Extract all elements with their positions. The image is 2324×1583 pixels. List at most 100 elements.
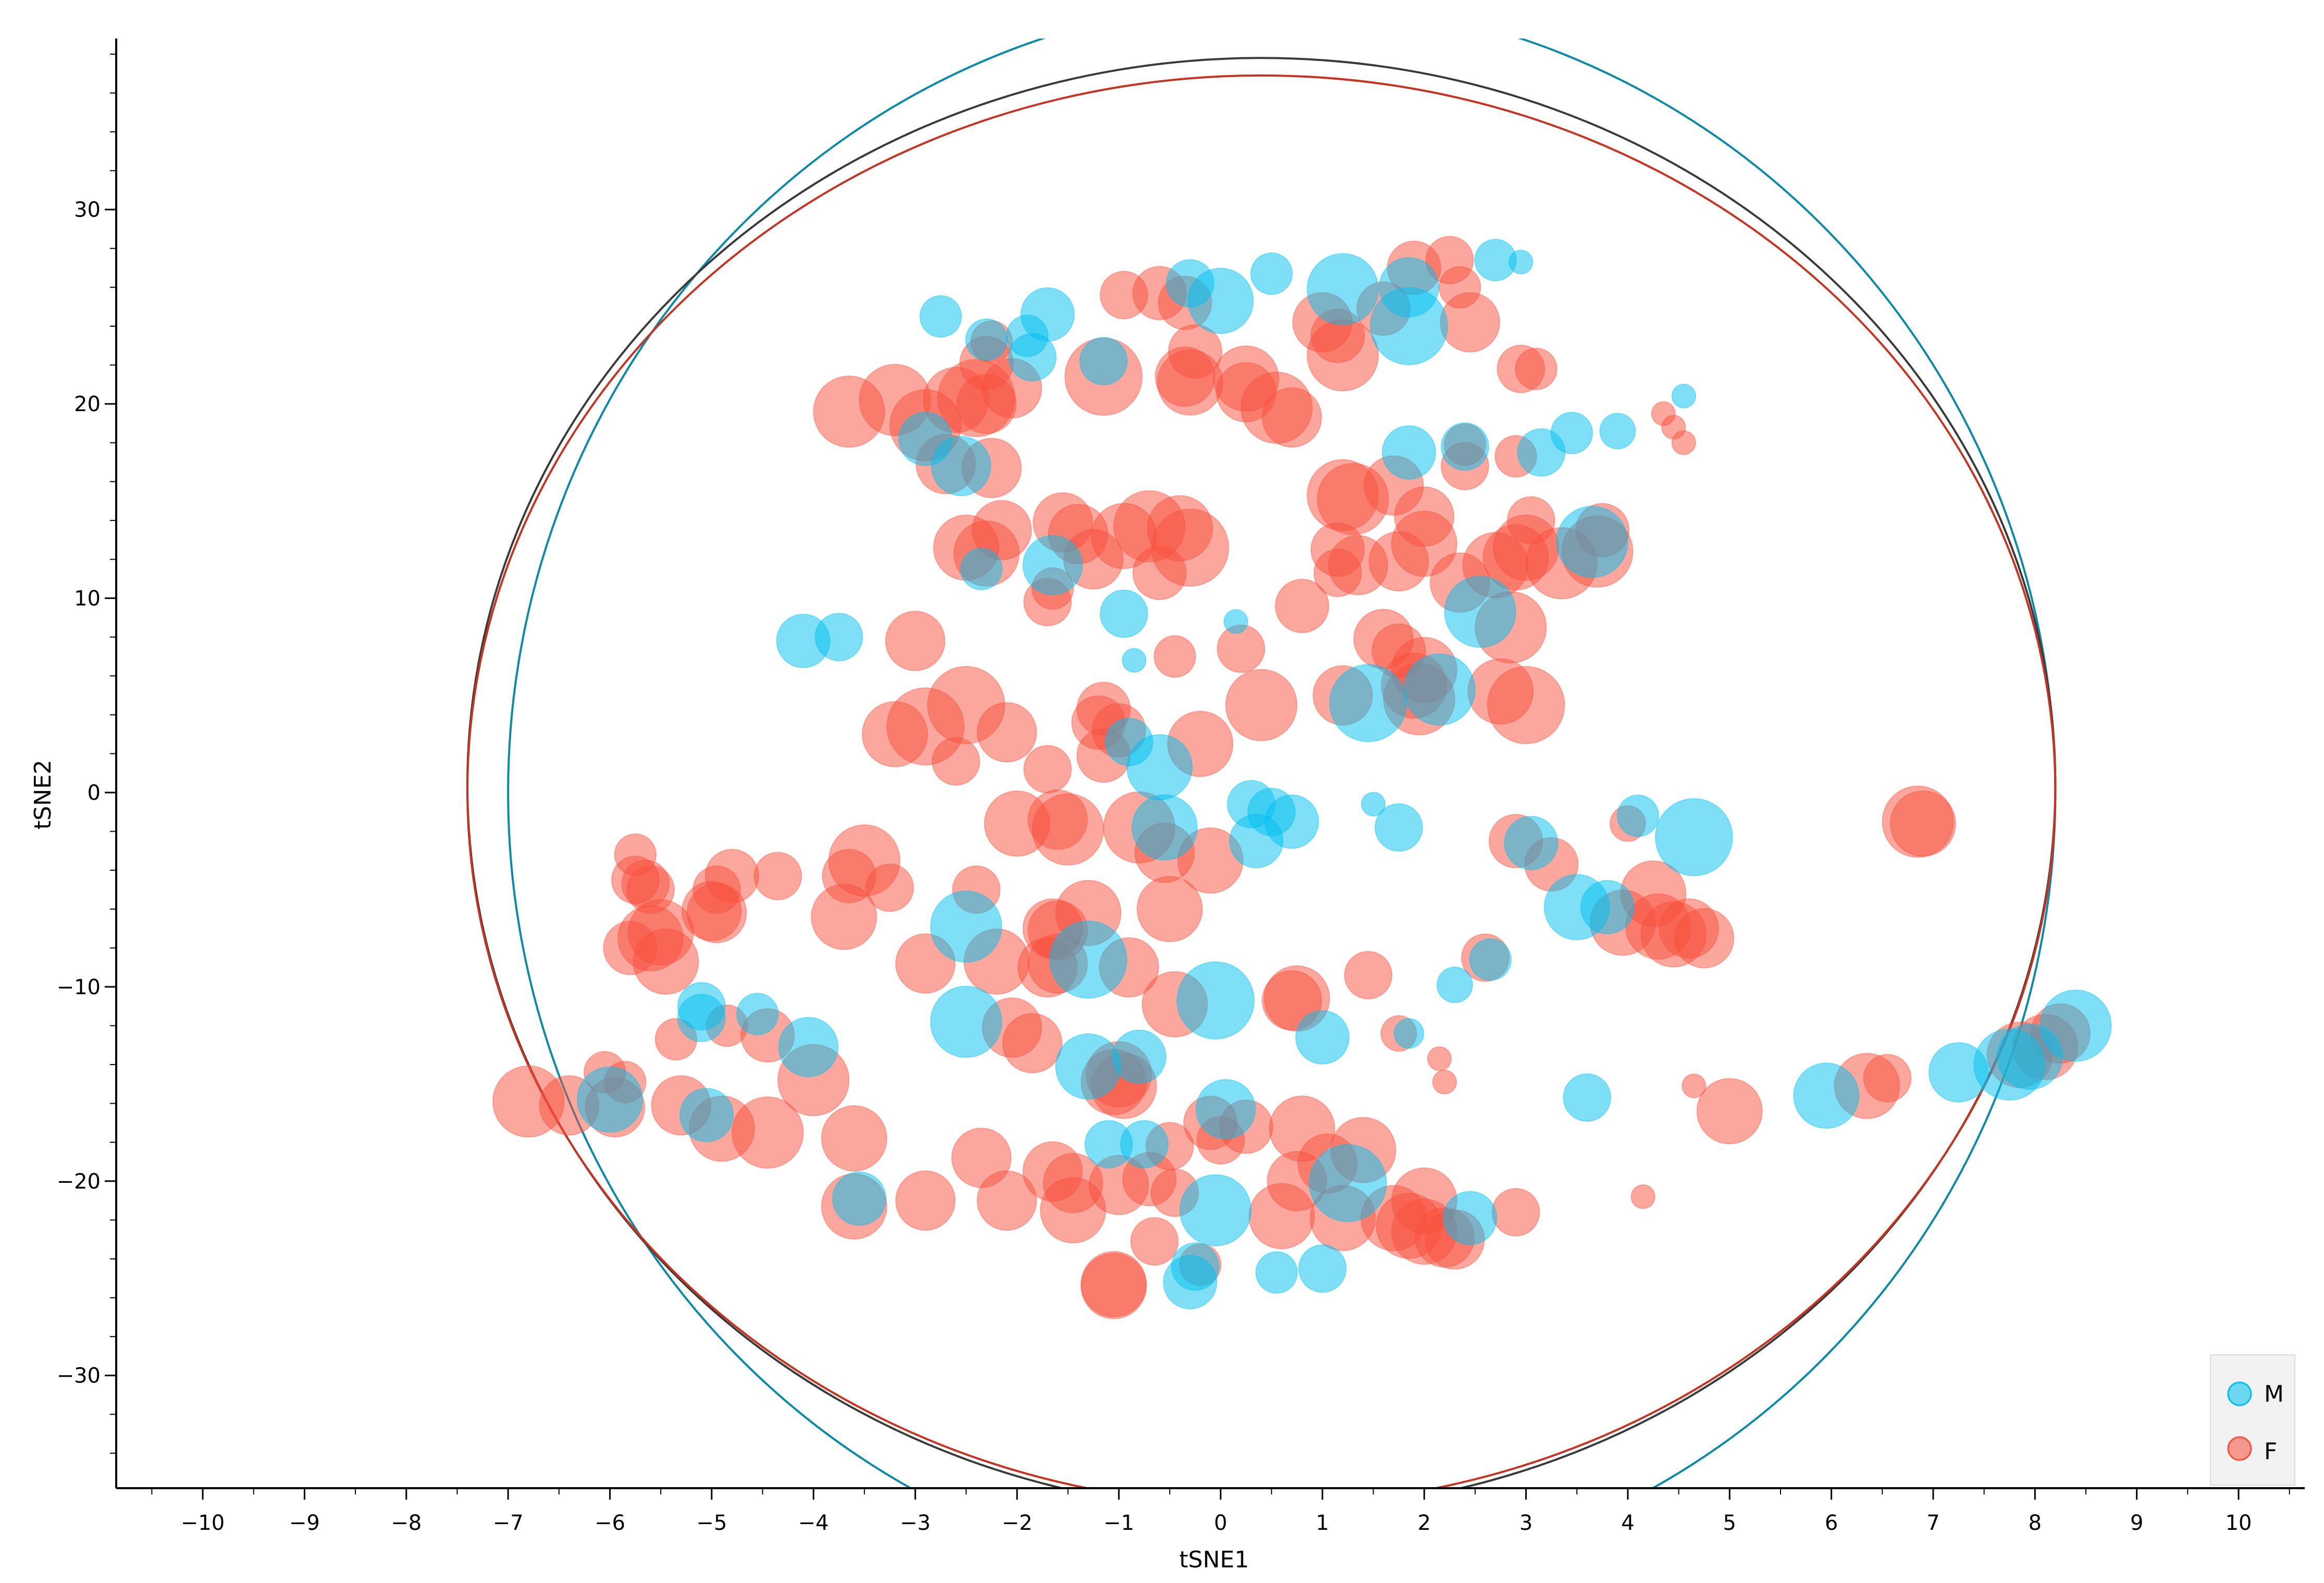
point-f bbox=[753, 851, 802, 900]
x-tick-label: 4 bbox=[1621, 1511, 1634, 1535]
y-tick-label: −30 bbox=[57, 1364, 101, 1388]
point-f bbox=[976, 1170, 1037, 1231]
point-m bbox=[1187, 267, 1254, 335]
point-f bbox=[633, 928, 699, 995]
point-f bbox=[932, 737, 981, 786]
point-m bbox=[1440, 422, 1489, 471]
point-m bbox=[814, 613, 863, 662]
point-m bbox=[1055, 1033, 1122, 1100]
point-f bbox=[976, 702, 1037, 763]
point-m bbox=[1361, 792, 1386, 817]
point-m bbox=[1403, 653, 1476, 726]
legend-marker-m bbox=[2227, 1381, 2252, 1406]
point-m bbox=[1250, 252, 1293, 295]
legend-marker-f bbox=[2227, 1436, 2252, 1461]
point-f bbox=[1427, 1046, 1452, 1071]
point-m bbox=[1298, 1244, 1347, 1293]
y-ticks: −30 −20 −10 0 10 20 30 bbox=[57, 53, 116, 1454]
point-m bbox=[1393, 1018, 1425, 1049]
x-tick-label: −7 bbox=[493, 1511, 524, 1535]
x-tick-label: 10 bbox=[2226, 1511, 2252, 1535]
point-m bbox=[1599, 413, 1636, 450]
point-m bbox=[832, 1171, 887, 1226]
point-m bbox=[736, 993, 779, 1035]
point-f bbox=[1157, 349, 1223, 416]
point-m bbox=[1163, 1255, 1218, 1310]
point-f bbox=[1491, 1188, 1540, 1237]
x-tick-label: −6 bbox=[595, 1511, 625, 1535]
point-m bbox=[1008, 332, 1057, 382]
y-axis-label: tSNE2 bbox=[30, 760, 56, 830]
point-m bbox=[778, 1017, 839, 1078]
point-f bbox=[1136, 875, 1203, 943]
point-f bbox=[1440, 292, 1501, 353]
axes: −10 −9 −8 −7 −6 −5 −4 −3 −2 −1 0 1 2 3 4 5 6 7 8 9 10 −30−20… bbox=[30, 39, 2305, 1573]
point-f bbox=[1130, 1217, 1179, 1266]
x-tick-label: 9 bbox=[2130, 1511, 2143, 1535]
point-m bbox=[576, 1066, 644, 1133]
point-m bbox=[1654, 798, 1734, 876]
point-f bbox=[1696, 1078, 1763, 1145]
y-tick-label: 30 bbox=[74, 198, 101, 222]
point-f bbox=[1630, 1184, 1656, 1209]
point-m bbox=[1381, 425, 1437, 480]
x-tick-label: 1 bbox=[1316, 1511, 1329, 1535]
point-m bbox=[1306, 253, 1379, 326]
x-tick-label: 2 bbox=[1418, 1511, 1431, 1535]
point-f bbox=[1344, 950, 1393, 1000]
x-tick-label: 0 bbox=[1214, 1511, 1227, 1535]
point-m bbox=[1580, 880, 1635, 935]
point-f bbox=[1515, 348, 1558, 390]
point-m bbox=[1179, 1174, 1252, 1247]
point-m bbox=[1369, 287, 1449, 366]
point-m bbox=[1509, 250, 1534, 275]
point-f bbox=[1002, 1013, 1063, 1074]
point-m bbox=[1131, 794, 1198, 861]
point-m bbox=[1563, 1073, 1612, 1122]
point-f bbox=[1506, 496, 1555, 545]
point-m bbox=[930, 985, 1003, 1058]
point-m bbox=[1176, 961, 1255, 1040]
point-f bbox=[1317, 463, 1389, 536]
point-m bbox=[931, 436, 992, 497]
point-f bbox=[1153, 635, 1196, 678]
point-m bbox=[1223, 609, 1248, 634]
x-tick-label: −3 bbox=[900, 1511, 931, 1535]
point-m bbox=[1308, 1144, 1387, 1222]
point-m bbox=[1469, 938, 1512, 981]
x-axis-label: tSNE1 bbox=[1179, 1547, 1249, 1573]
point-f bbox=[1487, 666, 1565, 745]
point-m bbox=[1504, 815, 1559, 871]
point-m bbox=[1120, 1120, 1169, 1169]
x-tick-label: 3 bbox=[1519, 1511, 1532, 1535]
x-tick-label: 6 bbox=[1825, 1511, 1838, 1535]
point-m bbox=[1079, 337, 1128, 386]
point-m bbox=[1229, 813, 1284, 869]
point-m bbox=[965, 318, 1008, 361]
legend-box bbox=[2210, 1354, 2295, 1486]
y-tick-label: 20 bbox=[74, 392, 101, 416]
point-m bbox=[1105, 718, 1154, 766]
point-m bbox=[1436, 966, 1474, 1004]
point-m bbox=[1556, 505, 1628, 578]
point-m bbox=[960, 548, 1003, 590]
confidence-ellipses bbox=[466, 39, 2056, 1488]
point-f bbox=[821, 1105, 887, 1172]
x-tick-label: −9 bbox=[289, 1511, 320, 1535]
point-m bbox=[677, 993, 726, 1043]
x-tick-label: 5 bbox=[1723, 1511, 1736, 1535]
x-tick-label: −10 bbox=[181, 1511, 225, 1535]
point-m bbox=[919, 295, 962, 338]
point-m bbox=[2039, 990, 2112, 1062]
y-tick-label: 10 bbox=[74, 587, 101, 611]
point-f bbox=[1262, 970, 1322, 1031]
point-f bbox=[686, 883, 747, 944]
point-f bbox=[1023, 745, 1072, 794]
point-f bbox=[885, 611, 946, 672]
point-m bbox=[1550, 412, 1593, 454]
point-m bbox=[1374, 803, 1423, 852]
point-m bbox=[930, 890, 1003, 963]
point-f bbox=[1682, 1073, 1707, 1098]
point-m bbox=[1616, 794, 1660, 837]
point-f bbox=[1674, 908, 1735, 969]
